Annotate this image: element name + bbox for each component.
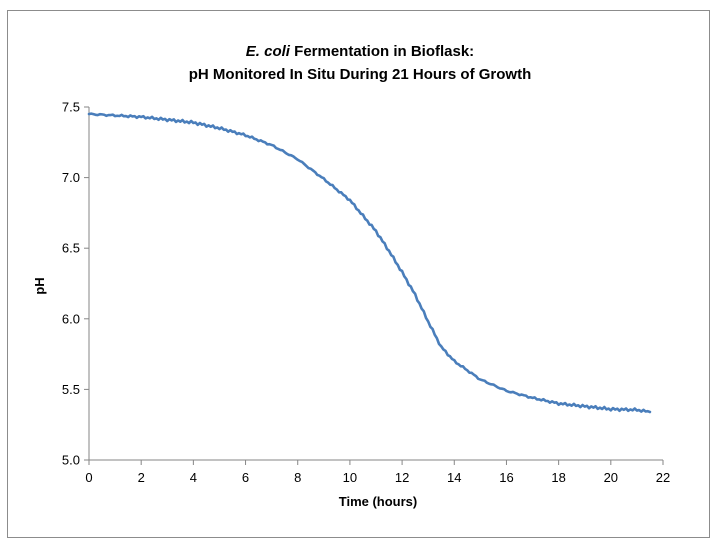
x-tick-label: 8 xyxy=(294,470,301,485)
chart-title-line2: pH Monitored In Situ During 21 Hours of … xyxy=(189,66,531,83)
chart-title-organism: E. coli xyxy=(246,43,291,60)
plot-area: 5.0 5.5 6.0 6.5 7.0 7.5 0 2 4 6 8 10 12 14 16 18 20 22 xyxy=(62,100,670,486)
x-tick-label: 4 xyxy=(190,470,197,485)
x-tick-label: 10 xyxy=(343,470,357,485)
x-tick-label: 14 xyxy=(447,470,461,485)
x-tick-label: 6 xyxy=(242,470,249,485)
x-tick-label: 20 xyxy=(604,470,618,485)
ph-series-line xyxy=(87,112,652,414)
chart-title-line1: E. coli Fermentation in Bioflask: xyxy=(246,43,474,60)
x-tick-label: 22 xyxy=(656,470,670,485)
chart-title-rest: Fermentation in Bioflask: xyxy=(290,43,474,60)
x-tick-label: 12 xyxy=(395,470,409,485)
x-tick-label: 16 xyxy=(499,470,513,485)
y-tick-label: 5.0 xyxy=(62,453,80,468)
y-tick-label: 5.5 xyxy=(62,382,80,397)
x-tick-label: 2 xyxy=(138,470,145,485)
x-axis-title: Time (hours) xyxy=(339,494,418,509)
x-tick-label: 18 xyxy=(551,470,565,485)
y-tick-label: 6.5 xyxy=(62,241,80,256)
y-tick-label: 7.5 xyxy=(62,100,80,115)
y-tick-label: 7.0 xyxy=(62,170,80,185)
chart-svg: E. coli Fermentation in Bioflask: pH Mon… xyxy=(32,43,670,509)
x-tick-label: 0 xyxy=(85,470,92,485)
chart-area: E. coli Fermentation in Bioflask: pH Mon… xyxy=(7,10,710,538)
y-axis-title: pH xyxy=(32,277,47,294)
y-tick-label: 6.0 xyxy=(62,311,80,326)
